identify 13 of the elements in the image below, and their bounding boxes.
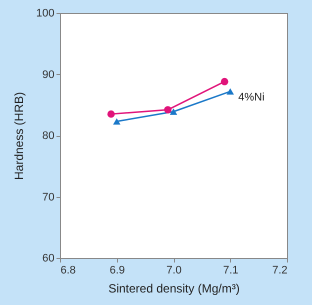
y-tick-label: 70 xyxy=(42,191,54,204)
y-axis-title: Hardness (HRB) xyxy=(12,92,26,180)
x-tick-label: 7.2 xyxy=(272,264,288,276)
series-label: 4%Ni xyxy=(238,91,265,104)
x-tick-label: 6.9 xyxy=(110,264,125,276)
y-tick-label: 90 xyxy=(42,68,54,81)
x-axis-title: Sintered density (Mg/m³) xyxy=(108,282,240,296)
y-tick-label: 80 xyxy=(42,130,54,142)
y-tick-label: 100 xyxy=(36,8,54,20)
y-tick-label: 60 xyxy=(42,252,54,264)
x-tick-label: 7.1 xyxy=(223,264,238,276)
x-tick-label: 7.0 xyxy=(166,264,182,276)
x-tick-label: 6.8 xyxy=(60,264,76,276)
